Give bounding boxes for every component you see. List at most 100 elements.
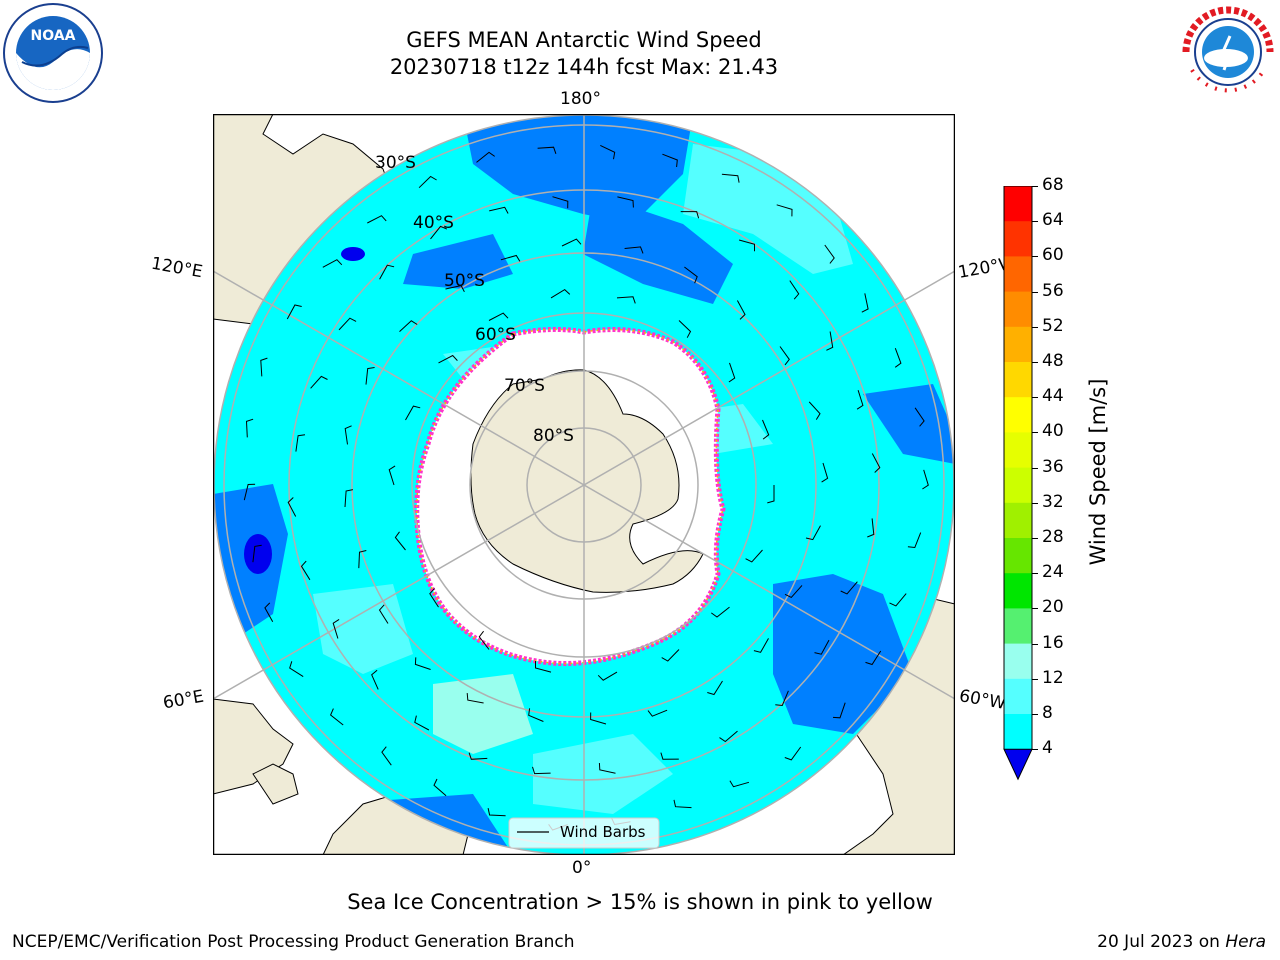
lon-label-0: 0° (572, 858, 592, 878)
wind-barb (532, 766, 551, 775)
wind-barb (597, 671, 618, 681)
wind-barb (728, 362, 736, 383)
colorbar-tick-mark (1032, 643, 1038, 645)
colorbar-band (1004, 221, 1032, 257)
wind-barb (745, 549, 763, 563)
wind-barb (776, 204, 793, 217)
colorbar-tick-label: 12 (1042, 667, 1064, 688)
colorbar-tick-label: 16 (1042, 632, 1064, 653)
colorbar-tick-mark (1032, 749, 1038, 751)
wind-barb (252, 544, 262, 563)
wind-barb (429, 588, 439, 608)
wind-barb (445, 285, 465, 293)
wind-barb (767, 485, 775, 504)
colorbar-tick-label: 4 (1042, 738, 1053, 759)
lon-label-120e: 120°E (149, 253, 205, 283)
wind-barb (287, 497, 297, 517)
colorbar-tick-mark (1032, 678, 1038, 680)
colorbar-band (1004, 326, 1032, 363)
footer-date-text: 20 Jul 2023 on (1097, 932, 1226, 952)
colorbar-extend-triangle (1003, 748, 1033, 781)
lat-label-40s: 40°S (413, 213, 454, 233)
wind-barb (616, 296, 636, 304)
colorbar-tick-label: 60 (1042, 245, 1064, 266)
wind-barb (736, 300, 746, 320)
wind-barb (535, 661, 552, 673)
wind-barb (805, 525, 821, 541)
colorbar-tick-mark (1032, 608, 1038, 610)
colorbar-tick-mark (1032, 397, 1038, 399)
colorbar-tick-mark (1032, 221, 1038, 223)
wind-barb (438, 354, 458, 364)
wind-barbs (243, 144, 929, 831)
colorbar-tick-label: 24 (1042, 562, 1064, 583)
lat-label-80s: 80°S (533, 426, 574, 446)
wind-barb (821, 462, 829, 483)
colorbar-tick-label: 40 (1042, 421, 1064, 442)
colorbar-tick-label: 56 (1042, 280, 1064, 301)
wind-barb (826, 331, 834, 351)
wind-barb (243, 483, 256, 501)
colorbar-tick-mark (1032, 186, 1038, 187)
wind-barb (367, 215, 387, 224)
wind-barb (394, 531, 406, 551)
lon-label-60e: 60°E (161, 686, 206, 714)
wind-barb (647, 709, 668, 717)
colorbar-tick-label: 64 (1042, 210, 1064, 231)
wind-barb (711, 606, 730, 618)
wind-barb (414, 657, 431, 670)
wind-barb (388, 465, 396, 486)
colorbar-band (1004, 467, 1032, 504)
footer-host: Hera (1225, 932, 1266, 952)
wind-barb (814, 639, 830, 655)
wind-barb (379, 264, 395, 280)
lat-label-60s: 60°S (475, 325, 516, 345)
colorbar-tick-mark (1032, 467, 1038, 469)
wind-barb (344, 425, 352, 445)
colorbar-label: Wind Speed [m/s] (1086, 378, 1110, 566)
lon-label-180: 180° (560, 89, 601, 109)
colorbar-tick-mark (1032, 573, 1038, 575)
map-subtitle: 20230718 t12z 144h fcst Max: 21.43 (389, 55, 779, 79)
lat-label-50s: 50°S (444, 271, 485, 291)
wind-barb (418, 175, 437, 189)
colorbar-band (1004, 678, 1032, 715)
colorbar-tick-label: 20 (1042, 597, 1064, 618)
colorbar-tick-label: 48 (1042, 351, 1064, 371)
colorbar (1000, 185, 1040, 786)
wind-barb (358, 550, 367, 569)
wind-barb (433, 778, 447, 797)
colorbar-tick-mark (1032, 256, 1038, 258)
wind-barb (865, 650, 882, 666)
colorbar-band (1004, 186, 1032, 222)
wind-barb (488, 312, 509, 321)
wind-barb (753, 638, 769, 653)
wind-barb (310, 375, 328, 389)
wind-barb (300, 560, 311, 581)
wind-barb (552, 196, 569, 209)
wind-barb (590, 712, 607, 725)
colorbar-tick-label: 52 (1042, 315, 1064, 336)
wind-barb (598, 762, 616, 774)
wind-barb (707, 680, 723, 696)
wind-barb (378, 604, 389, 624)
wind-barb (289, 661, 304, 678)
wind-barb (329, 708, 344, 726)
antarctica-landmass (470, 369, 704, 593)
wind-barb (738, 239, 755, 252)
wind-barb (528, 708, 544, 722)
wind-barb (399, 320, 418, 332)
wind-barb (414, 715, 430, 731)
footer-date: 20 Jul 2023 on Hera (1097, 932, 1266, 952)
noaa-logo: NOAA (2, 2, 104, 104)
colorbar-band (1004, 502, 1032, 539)
wind-barb (762, 419, 770, 440)
wind-barb (487, 807, 506, 817)
colorbar-band (1004, 397, 1032, 433)
wind-barb (662, 153, 678, 168)
colorbar-tick-label: 44 (1042, 386, 1064, 407)
polar-map: 30°S 40°S 50°S 60°S 70°S 80°S Wind Barbs (212, 113, 956, 856)
wind-barb (867, 518, 875, 538)
wind-barb (861, 293, 869, 313)
colorbar-band (1004, 432, 1032, 469)
